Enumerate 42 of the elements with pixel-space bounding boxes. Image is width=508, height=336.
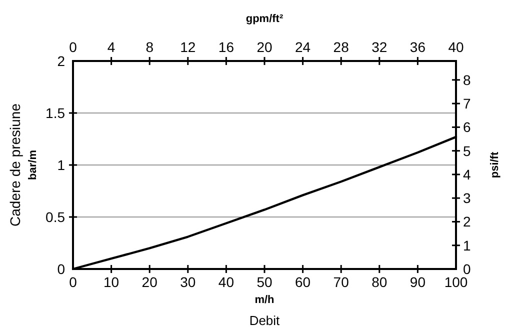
x2-tick-label: 4 — [107, 39, 116, 55]
y2-tick-label: 1 — [463, 237, 471, 254]
x2-tick-label: 40 — [448, 39, 464, 55]
x2-tick-label: 0 — [69, 39, 78, 55]
x2-tick-label: 32 — [372, 39, 388, 55]
y2-tick-label: 4 — [463, 166, 471, 182]
y-tick-label: 0 — [57, 261, 66, 277]
x2-tick-label: 36 — [410, 39, 426, 55]
text: bar/m — [27, 150, 39, 180]
y2-tick-label: 0 — [463, 261, 471, 277]
x2-tick-label: 24 — [295, 39, 311, 55]
y2-tick-label: 6 — [463, 119, 471, 136]
x-tick-label: 30 — [180, 274, 196, 290]
y-axis-title: Cadere de presiune — [7, 103, 23, 226]
y2-tick-label: 2 — [463, 214, 471, 230]
x-tick-label: 100 — [444, 274, 468, 290]
x2-tick-label: 16 — [218, 39, 234, 55]
y2-axis-title: psi/ft — [489, 152, 501, 178]
x-tick-label: 60 — [295, 274, 311, 290]
x-tick-label: 80 — [372, 274, 388, 290]
x-tick-label: 10 — [104, 274, 120, 290]
y-tick-label: 0.5 — [46, 209, 66, 225]
x2-tick-label: 12 — [180, 39, 196, 55]
x-axis-title: Debit — [249, 313, 280, 328]
y2-tick-label: 7 — [463, 96, 471, 112]
y-tick-label: 1 — [57, 157, 66, 173]
y2-tick-label: 5 — [463, 142, 471, 159]
y2-tick-label: 8 — [463, 72, 471, 88]
x-tick-label: 20 — [142, 274, 158, 290]
y2-tick-label: 3 — [463, 190, 471, 206]
x-tick-label: 0 — [69, 274, 78, 290]
x2-axis-title: gpm/ft² — [246, 13, 284, 25]
x-tick-label: 40 — [218, 274, 234, 290]
x-tick-label: 70 — [333, 274, 350, 290]
x2-tick-label: 28 — [333, 39, 350, 55]
x-tick-label: 50 — [256, 274, 272, 290]
y-tick-label: 2 — [57, 53, 66, 69]
x2-tick-label: 20 — [256, 39, 272, 55]
text: m/h — [254, 294, 275, 306]
y-tick-label: 1.5 — [46, 105, 66, 121]
x-tick-label: 90 — [410, 274, 426, 290]
x2-tick-label: 8 — [146, 39, 154, 55]
